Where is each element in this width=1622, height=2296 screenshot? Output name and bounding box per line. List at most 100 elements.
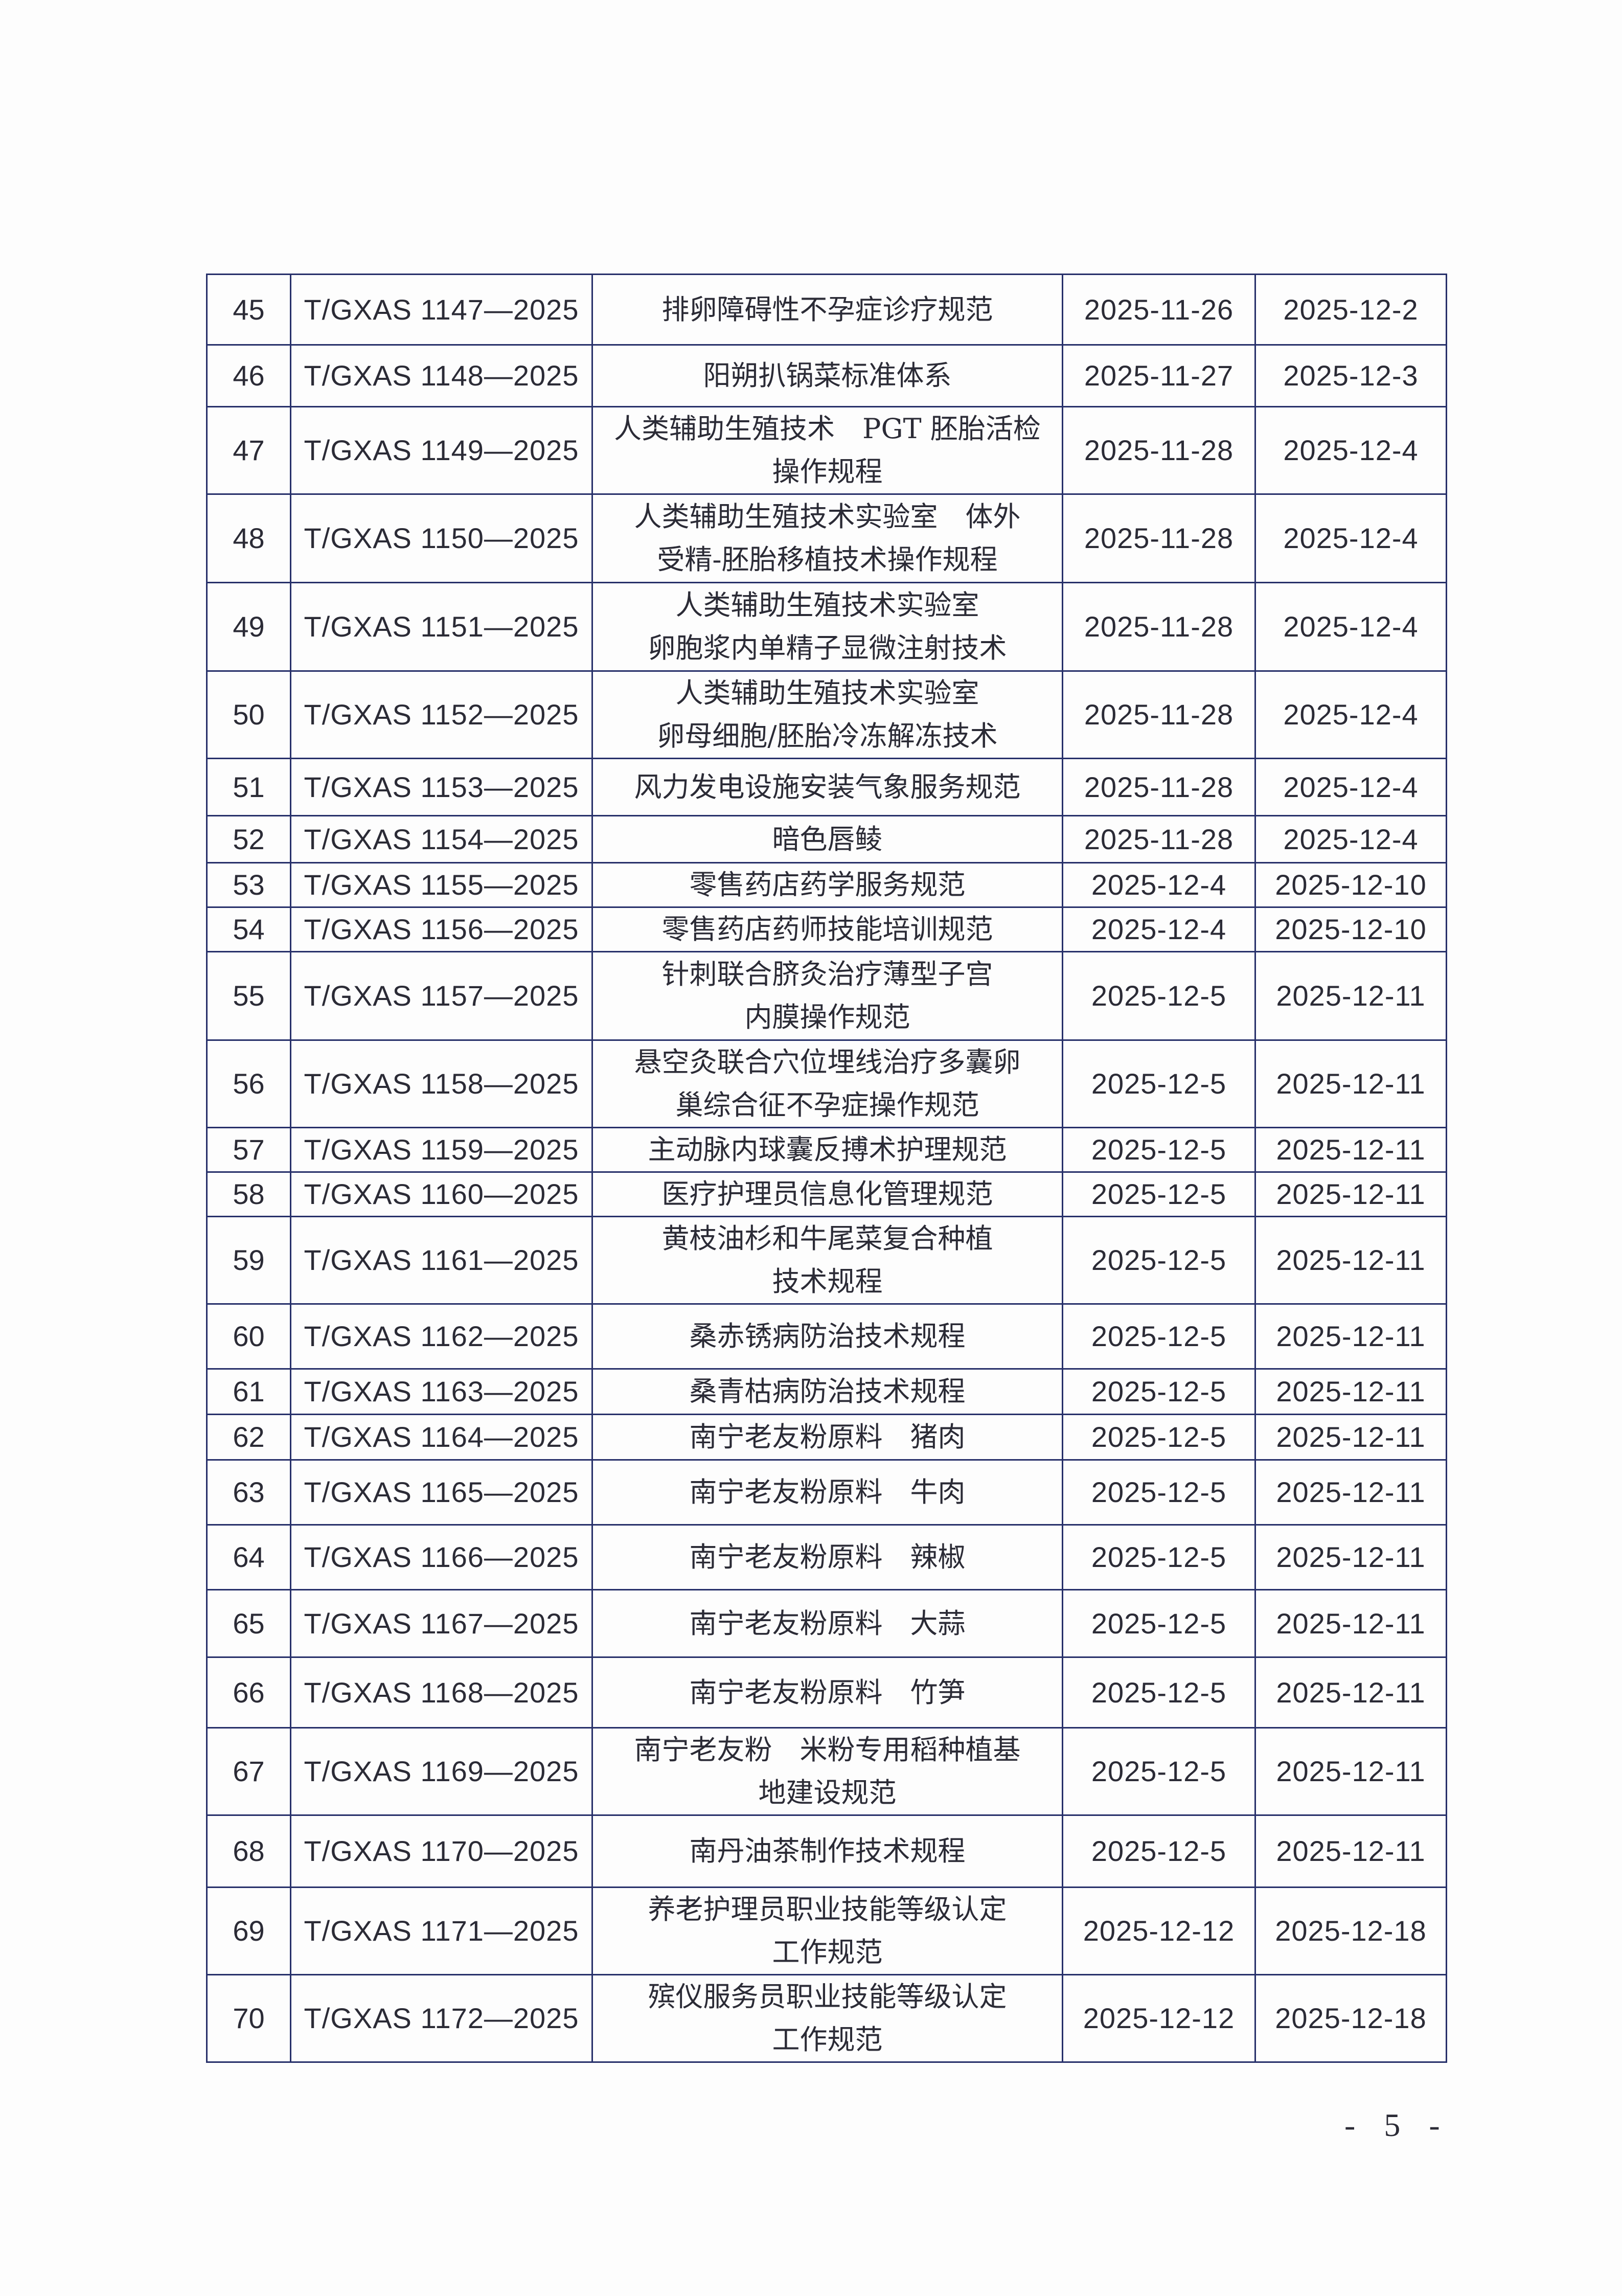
table-row: 52 T/GXAS 1154—2025 暗色唇鲮 2025-11-28 2025-12-… <box>206 815 1447 863</box>
implement-date-cell: 2025-12-11 <box>1254 1589 1447 1658</box>
publish-date-cell: 2025-12-5 <box>1062 1656 1256 1729</box>
standard-name-line: 桑赤锈病防治技术规程 <box>689 1320 966 1352</box>
standard-name-line: 受精-胚胎移植技术操作规程 <box>657 543 998 576</box>
standard-name-line: 主动脉内球囊反搏术护理规范 <box>648 1133 1007 1166</box>
row-number-cell: 47 <box>206 406 291 495</box>
standard-code-cell: T/GXAS 1168—2025 <box>290 1656 593 1729</box>
implement-date-cell: 2025-12-11 <box>1254 1171 1447 1217</box>
standard-code-cell: T/GXAS 1155—2025 <box>290 862 593 908</box>
standard-code-cell: T/GXAS 1148—2025 <box>290 344 593 407</box>
table-row: 68 T/GXAS 1170—2025 南丹油茶制作技术规程 2025-12-5 202… <box>206 1814 1447 1888</box>
standard-name-cell: 南宁老友粉原料 牛肉 <box>591 1459 1063 1526</box>
standard-name-line: 工作规范 <box>772 1936 883 1968</box>
implement-date-cell: 2025-12-11 <box>1254 1814 1447 1888</box>
standard-name-cell: 南丹油茶制作技术规程 <box>591 1814 1063 1888</box>
standard-name-line: 零售药店药学服务规范 <box>689 869 966 901</box>
table-row: 65 T/GXAS 1167—2025 南宁老友粉原料 大蒜 2025-12-5 202… <box>206 1589 1447 1658</box>
standard-name-line: 零售药店药师技能培训规范 <box>661 913 993 945</box>
publish-date-cell: 2025-12-5 <box>1062 1414 1256 1461</box>
row-number-cell: 57 <box>206 1127 291 1173</box>
standard-name-line: 南宁老友粉 米粉专用稻种植基 <box>634 1734 1021 1766</box>
standard-name-cell: 零售药店药师技能培训规范 <box>591 906 1063 952</box>
row-number-cell: 48 <box>206 493 291 583</box>
row-number-cell: 54 <box>206 906 291 952</box>
table-row: 56 T/GXAS 1158—2025 悬空灸联合穴位埋线治疗多囊卵 巢综合征不孕症操… <box>206 1039 1447 1128</box>
row-number-cell: 61 <box>206 1368 291 1415</box>
standard-name-line: 风力发电设施安装气象服务规范 <box>634 770 1021 803</box>
standard-name-cell: 排卵障碍性不孕症诊疗规范 <box>591 274 1063 346</box>
publish-date-cell: 2025-11-28 <box>1062 758 1256 816</box>
implement-date-cell: 2025-12-11 <box>1254 1216 1447 1305</box>
standard-name-cell: 悬空灸联合穴位埋线治疗多囊卵 巢综合征不孕症操作规范 <box>591 1039 1063 1128</box>
standard-name-line: 工作规范 <box>772 2024 883 2056</box>
publish-date-cell: 2025-12-5 <box>1062 1727 1256 1816</box>
implement-date-cell: 2025-12-4 <box>1254 406 1447 495</box>
standard-name-line: 巢综合征不孕症操作规范 <box>675 1089 979 1121</box>
standard-name-cell: 南宁老友粉 米粉专用稻种植基 地建设规范 <box>591 1727 1063 1816</box>
publish-date-cell: 2025-11-28 <box>1062 670 1256 759</box>
table-row: 48 T/GXAS 1150—2025 人类辅助生殖技术实验室 体外 受精-胚胎移植技… <box>206 493 1447 583</box>
standard-code-cell: T/GXAS 1156—2025 <box>290 906 593 952</box>
row-number-cell: 60 <box>206 1303 291 1370</box>
standard-name-line: 医疗护理员信息化管理规范 <box>661 1178 993 1210</box>
table-row: 60 T/GXAS 1162—2025 桑赤锈病防治技术规程 2025-12-5 202… <box>206 1303 1447 1370</box>
row-number-cell: 58 <box>206 1171 291 1217</box>
standard-name-line: 阳朔扒锅菜标准体系 <box>703 359 952 392</box>
implement-date-cell: 2025-12-10 <box>1254 862 1447 908</box>
implement-date-cell: 2025-12-11 <box>1254 1127 1447 1173</box>
row-number-cell: 66 <box>206 1656 291 1729</box>
standard-code-cell: T/GXAS 1149—2025 <box>290 406 593 495</box>
standard-code-cell: T/GXAS 1157—2025 <box>290 951 593 1041</box>
standard-name-line: 黄枝油杉和牛尾菜复合种植 <box>661 1222 993 1255</box>
standard-code-cell: T/GXAS 1171—2025 <box>290 1886 593 1975</box>
standard-name-line: 桑青枯病防治技术规程 <box>689 1375 966 1407</box>
row-number-cell: 68 <box>206 1814 291 1888</box>
implement-date-cell: 2025-12-11 <box>1254 1524 1447 1590</box>
standard-name-cell: 人类辅助生殖技术实验室 体外 受精-胚胎移植技术操作规程 <box>591 493 1063 583</box>
row-number-cell: 70 <box>206 1974 291 2063</box>
publish-date-cell: 2025-11-28 <box>1062 406 1256 495</box>
publish-date-cell: 2025-12-5 <box>1062 1127 1256 1173</box>
table-row: 49 T/GXAS 1151—2025 人类辅助生殖技术实验室 卵胞浆内单精子显微注射… <box>206 582 1447 672</box>
standard-name-line: 人类辅助生殖技术 PGT 胚胎活检 <box>614 413 1041 445</box>
row-number-cell: 64 <box>206 1524 291 1590</box>
implement-date-cell: 2025-12-11 <box>1254 1656 1447 1729</box>
row-number-cell: 56 <box>206 1039 291 1128</box>
standard-name-cell: 养老护理员职业技能等级认定 工作规范 <box>591 1886 1063 1975</box>
table-row: 70 T/GXAS 1172—2025 殡仪服务员职业技能等级认定 工作规范 2025-… <box>206 1974 1447 2063</box>
implement-date-cell: 2025-12-11 <box>1254 1459 1447 1526</box>
standard-name-line: 殡仪服务员职业技能等级认定 <box>648 1981 1007 2013</box>
row-number-cell: 46 <box>206 344 291 407</box>
implement-date-cell: 2025-12-3 <box>1254 344 1447 407</box>
implement-date-cell: 2025-12-11 <box>1254 1039 1447 1128</box>
standard-name-cell: 南宁老友粉原料 辣椒 <box>591 1524 1063 1590</box>
standard-name-cell: 南宁老友粉原料 大蒜 <box>591 1589 1063 1658</box>
standard-code-cell: T/GXAS 1166—2025 <box>290 1524 593 1590</box>
table-row: 64 T/GXAS 1166—2025 南宁老友粉原料 辣椒 2025-12-5 202… <box>206 1524 1447 1590</box>
standard-name-line: 养老护理员职业技能等级认定 <box>648 1893 1007 1925</box>
table-row: 47 T/GXAS 1149—2025 人类辅助生殖技术 PGT 胚胎活检 操作规程 2… <box>206 406 1447 495</box>
standard-name-cell: 殡仪服务员职业技能等级认定 工作规范 <box>591 1974 1063 2063</box>
standard-code-cell: T/GXAS 1147—2025 <box>290 274 593 346</box>
standard-name-cell: 零售药店药学服务规范 <box>591 862 1063 908</box>
publish-date-cell: 2025-12-5 <box>1062 1039 1256 1128</box>
standard-name-line: 技术规程 <box>772 1265 883 1298</box>
standard-code-cell: T/GXAS 1153—2025 <box>290 758 593 816</box>
row-number-cell: 51 <box>206 758 291 816</box>
standard-code-cell: T/GXAS 1172—2025 <box>290 1974 593 2063</box>
table-row: 46 T/GXAS 1148—2025 阳朔扒锅菜标准体系 2025-11-27 202… <box>206 344 1447 407</box>
implement-date-cell: 2025-12-4 <box>1254 670 1447 759</box>
standard-name-cell: 人类辅助生殖技术实验室 卵母细胞/胚胎冷冻解冻技术 <box>591 670 1063 759</box>
standard-name-cell: 主动脉内球囊反搏术护理规范 <box>591 1127 1063 1173</box>
implement-date-cell: 2025-12-4 <box>1254 493 1447 583</box>
standard-name-line: 排卵障碍性不孕症诊疗规范 <box>661 293 993 326</box>
standard-name-cell: 黄枝油杉和牛尾菜复合种植 技术规程 <box>591 1216 1063 1305</box>
standard-name-cell: 南宁老友粉原料 竹笋 <box>591 1656 1063 1729</box>
table-row: 69 T/GXAS 1171—2025 养老护理员职业技能等级认定 工作规范 2025-… <box>206 1886 1447 1975</box>
standard-name-cell: 阳朔扒锅菜标准体系 <box>591 344 1063 407</box>
table-row: 53 T/GXAS 1155—2025 零售药店药学服务规范 2025-12-4 202… <box>206 862 1447 908</box>
standard-code-cell: T/GXAS 1151—2025 <box>290 582 593 672</box>
publish-date-cell: 2025-12-5 <box>1062 1589 1256 1658</box>
standard-name-cell: 桑青枯病防治技术规程 <box>591 1368 1063 1415</box>
table-row: 54 T/GXAS 1156—2025 零售药店药师技能培训规范 2025-12-4 2… <box>206 906 1447 952</box>
